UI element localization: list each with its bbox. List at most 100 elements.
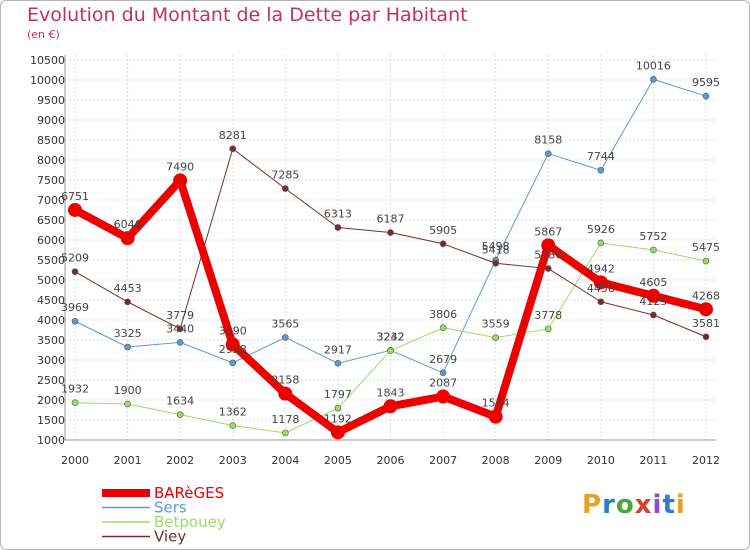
y-tick-label: 3000 bbox=[37, 354, 65, 367]
x-tick-label: 2012 bbox=[692, 454, 720, 467]
data-label: 5418 bbox=[482, 243, 510, 256]
data-label: 7490 bbox=[166, 160, 194, 173]
legend-label: Sers bbox=[154, 499, 187, 517]
data-label: 3806 bbox=[429, 308, 457, 321]
data-point bbox=[124, 400, 131, 408]
data-label: 2917 bbox=[324, 343, 352, 356]
y-tick-label: 8500 bbox=[37, 134, 65, 147]
y-tick-label: 9000 bbox=[37, 114, 65, 127]
data-label: 1932 bbox=[61, 383, 89, 396]
data-point bbox=[544, 265, 552, 272]
data-label: 3325 bbox=[114, 327, 142, 340]
data-point bbox=[650, 246, 657, 254]
data-label: 7744 bbox=[587, 150, 615, 163]
data-label: 4125 bbox=[639, 295, 667, 308]
data-label: 5905 bbox=[429, 224, 457, 237]
data-label: 4456 bbox=[587, 282, 615, 295]
data-point bbox=[650, 311, 657, 319]
data-label: 2158 bbox=[271, 374, 299, 387]
grid-lines bbox=[65, 55, 716, 441]
data-point bbox=[387, 347, 394, 355]
data-point bbox=[439, 324, 447, 332]
data-point bbox=[702, 92, 710, 100]
data-point bbox=[597, 239, 605, 247]
data-point bbox=[439, 369, 447, 377]
data-label: 4268 bbox=[692, 289, 720, 302]
data-point bbox=[597, 166, 605, 174]
data-label: 5867 bbox=[534, 225, 562, 238]
y-tick-label: 2500 bbox=[37, 374, 65, 387]
data-point bbox=[702, 257, 710, 265]
data-point bbox=[282, 334, 289, 341]
data-label: 3232 bbox=[377, 331, 405, 344]
series-layer bbox=[68, 76, 713, 440]
data-point bbox=[702, 333, 710, 341]
series-3 bbox=[71, 145, 710, 341]
data-label: 5209 bbox=[61, 252, 89, 265]
data-point bbox=[544, 325, 552, 333]
data-point bbox=[541, 238, 556, 253]
y-tick-label: 4500 bbox=[37, 294, 65, 307]
data-label: 4942 bbox=[587, 262, 615, 275]
y-tick-label: 10500 bbox=[30, 54, 65, 67]
data-label: 7285 bbox=[271, 169, 299, 182]
data-point bbox=[176, 325, 184, 333]
data-label: 3779 bbox=[166, 309, 194, 322]
data-label: 1584 bbox=[482, 397, 510, 410]
data-point bbox=[124, 343, 131, 351]
x-tick-label: 2002 bbox=[166, 454, 194, 467]
data-point bbox=[71, 317, 79, 325]
data-point bbox=[650, 76, 657, 83]
data-point bbox=[334, 224, 342, 231]
data-point bbox=[176, 339, 184, 346]
data-point bbox=[492, 334, 499, 341]
chart-subtitle: (en €) bbox=[27, 28, 60, 41]
y-tick-label: 7000 bbox=[37, 194, 65, 207]
data-label: 6751 bbox=[61, 190, 89, 203]
data-label: 3581 bbox=[692, 317, 720, 330]
x-tick-label: 2007 bbox=[429, 454, 457, 467]
data-label: 1900 bbox=[114, 384, 142, 397]
data-point bbox=[68, 202, 82, 217]
data-point bbox=[646, 288, 661, 303]
x-tick-label: 2011 bbox=[639, 454, 667, 467]
data-label: 2087 bbox=[429, 377, 457, 390]
data-point bbox=[597, 298, 605, 306]
data-point bbox=[699, 302, 713, 317]
data-point bbox=[120, 231, 135, 246]
data-point bbox=[544, 150, 552, 157]
data-label: 2928 bbox=[219, 343, 247, 356]
x-tick-label: 2004 bbox=[271, 454, 299, 467]
data-label: 6313 bbox=[324, 207, 352, 220]
data-label: 3969 bbox=[61, 301, 89, 314]
data-label: 5752 bbox=[639, 230, 667, 243]
data-point bbox=[383, 399, 398, 414]
data-point bbox=[492, 259, 499, 267]
data-label: 1797 bbox=[324, 388, 352, 401]
data-label: 6187 bbox=[377, 213, 405, 226]
data-point bbox=[593, 275, 608, 290]
data-label: 3559 bbox=[482, 318, 510, 331]
data-label: 9595 bbox=[692, 76, 720, 89]
data-point bbox=[71, 399, 79, 407]
data-label: 2679 bbox=[429, 353, 457, 366]
x-tick-label: 2010 bbox=[587, 454, 615, 467]
y-tick-label: 2000 bbox=[37, 394, 65, 407]
axes: 1000 1500 2000 2500 3000 3500 4000 4500 5000 5500… bbox=[30, 54, 720, 467]
data-label: 5926 bbox=[587, 223, 615, 236]
data-label: 5286 bbox=[534, 249, 562, 262]
y-tick-label: 5000 bbox=[37, 274, 65, 287]
data-point bbox=[387, 229, 394, 236]
data-point bbox=[229, 422, 237, 429]
data-point bbox=[124, 298, 131, 306]
x-tick-label: 2005 bbox=[324, 454, 352, 467]
x-tick-label: 2001 bbox=[114, 454, 142, 467]
data-label: 10016 bbox=[636, 59, 671, 72]
data-point bbox=[282, 185, 289, 192]
data-label: 3242 bbox=[377, 330, 405, 343]
data-point bbox=[439, 240, 447, 248]
y-tick-label: 3500 bbox=[37, 334, 65, 347]
data-point bbox=[330, 425, 345, 440]
